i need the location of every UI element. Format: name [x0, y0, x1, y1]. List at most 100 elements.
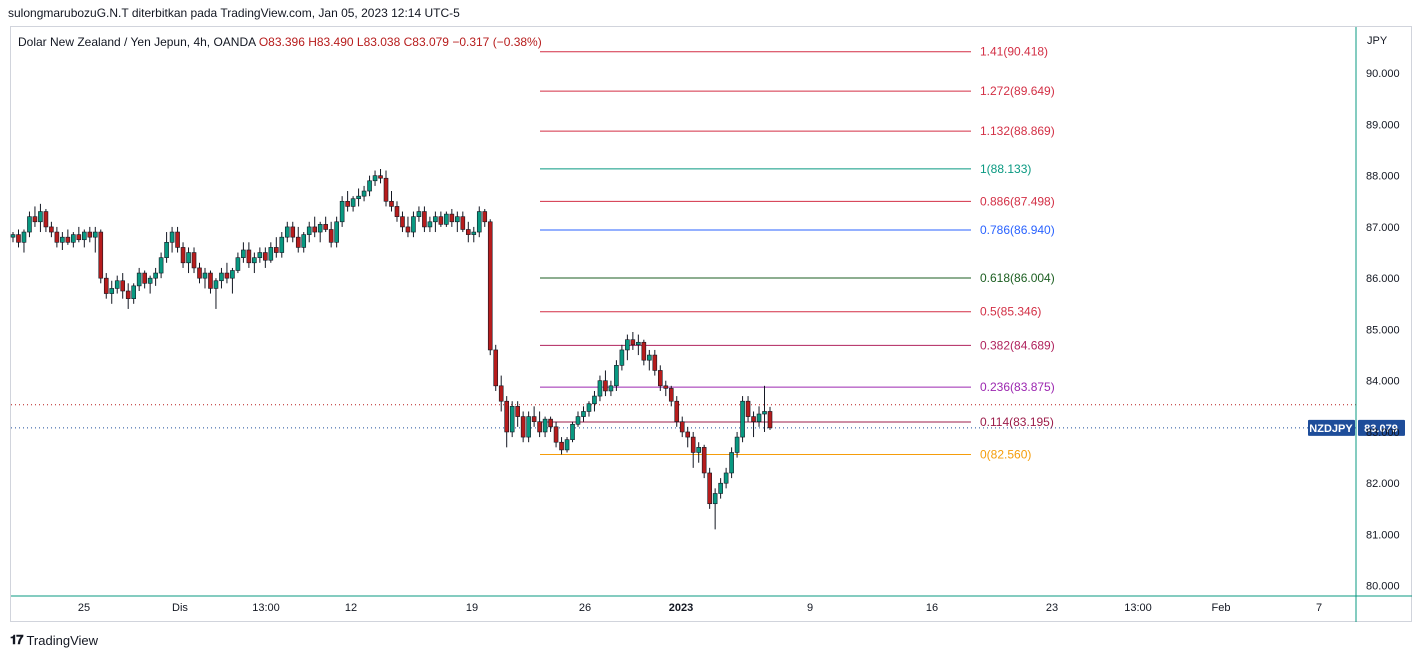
candle[interactable] [630, 332, 636, 350]
candle[interactable] [361, 185, 367, 202]
candle[interactable] [103, 273, 109, 299]
candle[interactable] [701, 444, 707, 479]
candle[interactable] [745, 396, 751, 422]
candle[interactable] [301, 232, 307, 253]
candle[interactable] [444, 211, 449, 227]
candle[interactable] [49, 221, 54, 238]
candle[interactable] [394, 201, 400, 222]
candle[interactable] [756, 406, 762, 427]
candle[interactable] [559, 437, 564, 455]
candle[interactable] [570, 421, 575, 443]
candle[interactable] [498, 375, 504, 412]
candle[interactable] [389, 191, 394, 212]
candle[interactable] [21, 229, 27, 253]
candle[interactable] [482, 208, 488, 227]
candle[interactable] [740, 396, 745, 443]
candle[interactable] [608, 380, 614, 397]
candle[interactable] [153, 267, 158, 286]
candle[interactable] [383, 170, 389, 207]
candle[interactable] [16, 229, 21, 248]
candle[interactable] [515, 401, 520, 427]
candle[interactable] [197, 262, 202, 284]
candle[interactable] [27, 211, 32, 238]
candle[interactable] [136, 267, 142, 291]
candle[interactable] [416, 206, 422, 222]
candle[interactable] [586, 401, 592, 417]
candle[interactable] [603, 370, 608, 397]
candle[interactable] [114, 275, 120, 294]
candle[interactable] [427, 216, 433, 233]
candle[interactable] [147, 275, 153, 294]
candle[interactable] [471, 226, 477, 243]
candle[interactable] [328, 221, 334, 248]
candle[interactable] [652, 349, 658, 376]
candle[interactable] [685, 426, 691, 448]
candle[interactable] [465, 221, 471, 243]
candle[interactable] [241, 242, 246, 263]
candle[interactable] [125, 283, 131, 309]
candle[interactable] [433, 211, 438, 233]
candle[interactable] [98, 229, 104, 284]
candle[interactable] [208, 270, 213, 294]
candle[interactable] [131, 283, 136, 304]
candle[interactable] [476, 206, 482, 238]
candle[interactable] [284, 221, 290, 243]
candle[interactable] [449, 208, 455, 227]
candle[interactable] [87, 226, 93, 243]
candle[interactable] [548, 416, 553, 432]
candle[interactable] [268, 242, 274, 263]
candle[interactable] [438, 211, 444, 227]
candle[interactable] [581, 406, 586, 422]
candle[interactable] [274, 237, 279, 258]
candle[interactable] [372, 170, 378, 186]
candle[interactable] [202, 267, 208, 289]
candle[interactable] [367, 175, 372, 197]
candle[interactable] [729, 447, 734, 479]
candle[interactable] [542, 416, 548, 438]
candle[interactable] [592, 390, 597, 412]
candle[interactable] [378, 168, 383, 184]
candle[interactable] [597, 375, 603, 402]
candle[interactable] [263, 247, 268, 268]
candle[interactable] [169, 226, 175, 253]
candle[interactable] [92, 226, 98, 253]
candle[interactable] [625, 334, 630, 361]
candle[interactable] [405, 216, 411, 238]
candle[interactable] [43, 208, 49, 233]
candle[interactable] [317, 221, 323, 243]
candle[interactable] [10, 232, 16, 243]
candle[interactable] [356, 188, 361, 207]
candle[interactable] [180, 242, 186, 268]
candle[interactable] [38, 203, 43, 233]
candle[interactable] [767, 406, 773, 430]
candle[interactable] [526, 411, 531, 443]
candle[interactable] [252, 252, 257, 274]
candle[interactable] [213, 278, 219, 309]
candle[interactable] [668, 385, 674, 407]
candle[interactable] [224, 262, 230, 284]
candle[interactable] [636, 334, 641, 356]
candle[interactable] [158, 252, 164, 279]
candle[interactable] [230, 267, 235, 294]
candle[interactable] [422, 206, 427, 233]
candle[interactable] [723, 467, 729, 489]
candle[interactable] [696, 442, 701, 463]
candle[interactable] [679, 416, 685, 438]
candle[interactable] [707, 467, 712, 509]
footer-brand[interactable]: 𝟏𝟕 TradingView [10, 632, 98, 648]
candle[interactable] [411, 211, 416, 238]
candle[interactable] [614, 360, 619, 391]
candle[interactable] [120, 273, 126, 299]
candle[interactable] [751, 411, 756, 438]
candle[interactable] [219, 267, 224, 289]
candle[interactable] [345, 191, 350, 212]
candle[interactable] [323, 216, 328, 233]
candle[interactable] [175, 226, 180, 253]
candle[interactable] [60, 232, 65, 250]
candle[interactable] [306, 221, 312, 243]
candle[interactable] [509, 401, 515, 438]
candle[interactable] [235, 252, 241, 274]
candle[interactable] [191, 247, 197, 274]
candle[interactable] [674, 396, 680, 427]
